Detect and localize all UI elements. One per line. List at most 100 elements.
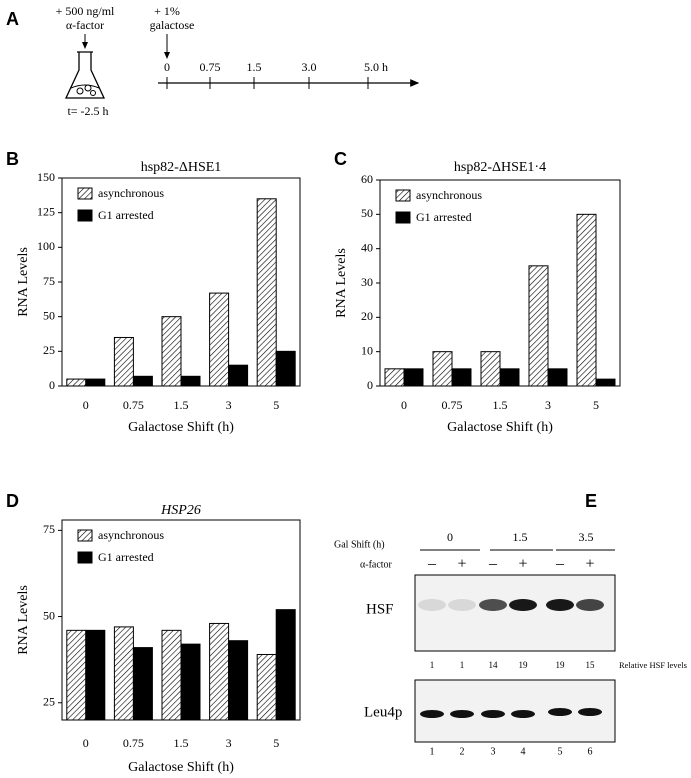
x-tick-label: 3: [226, 398, 232, 412]
y-tick-label: 60: [361, 172, 373, 186]
leu-band: [548, 708, 572, 716]
y-tick-label: 75: [43, 274, 55, 288]
bar: [480, 351, 501, 387]
y-tick-label: 75: [43, 522, 55, 536]
y-tick-label: 10: [361, 343, 373, 357]
gal-shift: 0: [447, 530, 453, 544]
bar: [576, 213, 597, 387]
panel-a: A + 500 ng/ml α-factor t= -2.5 h + 1% ga…: [6, 4, 420, 118]
sign: +: [585, 556, 594, 573]
leu-band: [450, 710, 474, 718]
bar: [499, 368, 520, 387]
x-tick-label: 5: [273, 736, 279, 750]
x-tick-label: 0.75: [123, 736, 144, 750]
bar: [256, 653, 277, 721]
x-tick-label: 1.5: [174, 736, 189, 750]
legend-swatch: [77, 209, 93, 222]
bar: [209, 622, 230, 721]
bar: [66, 629, 87, 721]
legend-swatch: [395, 211, 411, 224]
y-tick-label: 50: [43, 308, 55, 322]
bar: [161, 316, 182, 387]
bar: [275, 609, 296, 721]
y-tick-label: 25: [43, 695, 55, 709]
x-tick-label: 0: [401, 398, 407, 412]
y-tick-label: 100: [37, 239, 55, 253]
bar: [85, 378, 106, 387]
time-label: 3.0: [302, 60, 317, 74]
y-tick-label: 0: [367, 378, 373, 392]
bar: [180, 375, 201, 387]
time-label: 5.0 h: [364, 60, 388, 74]
legend-label: asynchronous: [98, 186, 164, 200]
x-tick-label: 1.5: [493, 398, 508, 412]
legend-label: G1 arrested: [416, 210, 472, 224]
hsf-band: [576, 599, 604, 611]
y-tick-label: 40: [361, 240, 373, 254]
chart-title: hsp82-ΔHSE1: [141, 160, 222, 175]
lane-number: 1: [430, 746, 435, 757]
x-tick-label: 5: [273, 398, 279, 412]
legend-swatch: [395, 189, 411, 202]
lane-number: 2: [460, 746, 465, 757]
sign: –: [555, 556, 565, 573]
y-tick-label: 25: [43, 343, 55, 357]
legend-label: asynchronous: [416, 188, 482, 202]
lane-number: 6: [588, 746, 593, 757]
panel-label: E: [585, 491, 597, 511]
bar: [161, 629, 182, 721]
relative-level: 19: [519, 660, 529, 670]
bar: [451, 368, 472, 387]
x-tick-label: 0.75: [442, 398, 463, 412]
y-tick-label: 150: [37, 170, 55, 184]
x-tick-label: 0: [83, 736, 89, 750]
bar: [228, 364, 249, 387]
bar: [180, 643, 201, 721]
bar: [275, 350, 296, 387]
x-tick-label: 0: [83, 398, 89, 412]
gal-shift: 3.5: [579, 530, 594, 544]
y-tick-label: 20: [361, 309, 373, 323]
bar: [113, 336, 134, 387]
time-label: 0.75: [200, 60, 221, 74]
hsf-label: HSF: [366, 601, 394, 617]
alpha-label: α-factor: [360, 559, 393, 570]
chart-title: hsp82-ΔHSE1·4: [454, 160, 546, 175]
bar: [528, 265, 549, 387]
y-tick-label: 30: [361, 275, 373, 289]
bar: [256, 198, 277, 387]
bar: [132, 375, 153, 387]
leu-band: [481, 710, 505, 718]
lane-number: 3: [491, 746, 496, 757]
leu-band: [511, 710, 535, 718]
x-tick-label: 3: [226, 736, 232, 750]
panel-label: B: [6, 149, 19, 169]
relative-level: 19: [556, 660, 566, 670]
y-tick-label: 125: [37, 204, 55, 218]
x-tick-label: 0.75: [123, 398, 144, 412]
chart-title: HSP26: [160, 503, 201, 518]
panel-label: A: [6, 9, 19, 29]
y-tick-label: 50: [43, 608, 55, 622]
panel-e: E Gal Shift (h) α-factor HSF Relative HS…: [334, 491, 687, 758]
bar: [113, 626, 134, 721]
bar: [85, 629, 106, 721]
x-axis-label: Galactose Shift (h): [128, 760, 234, 775]
alpha-dose: + 500 ng/ml: [56, 4, 115, 18]
time-label: 0: [164, 60, 170, 74]
hsf-band: [509, 599, 537, 611]
sign: +: [518, 556, 527, 573]
gal-shift-label: Gal Shift (h): [334, 539, 385, 550]
gal-dose: + 1%: [154, 4, 180, 18]
x-axis-label: Galactose Shift (h): [128, 420, 234, 435]
sign: +: [457, 556, 466, 573]
legend-swatch: [77, 187, 93, 200]
relative-level: 14: [489, 660, 499, 670]
hsf-blot: [414, 574, 616, 652]
leu-band: [578, 708, 602, 716]
bar: [432, 351, 453, 387]
bar: [132, 647, 153, 721]
cell: [76, 87, 84, 95]
alpha-name: α-factor: [66, 18, 104, 32]
